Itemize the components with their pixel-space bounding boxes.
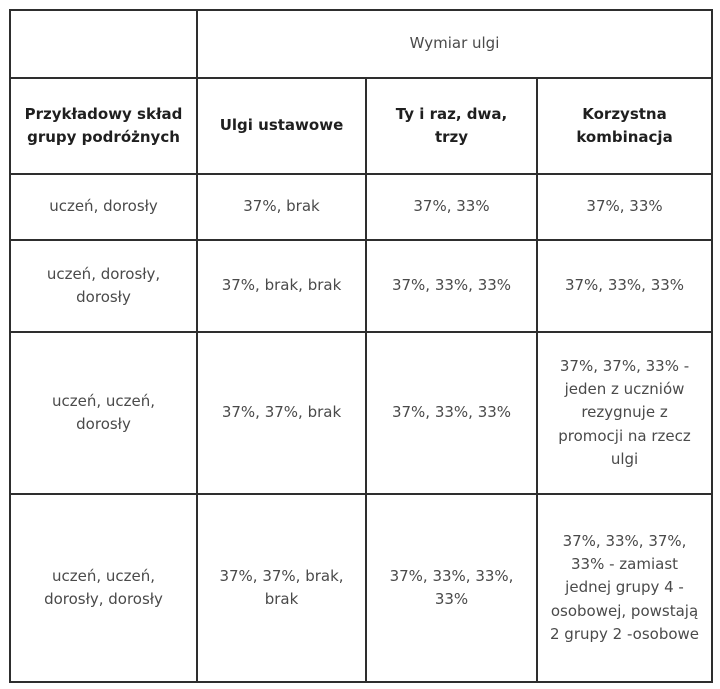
discount-comparison-table: Wymiar ulgi Przykładowy skład grupy podr… <box>9 9 714 683</box>
table-cell-group: uczeń, uczeń, dorosły <box>9 331 198 495</box>
table-cell-promo: 37%, 33% <box>365 173 538 241</box>
table-cell-best: 37%, 33%, 37%, 33% - zamiast jednej grup… <box>535 493 714 683</box>
table-cell-best: 37%, 33% <box>535 173 714 241</box>
table-cell-best: 37%, 37%, 33% - jeden z uczniów rezygnuj… <box>535 331 714 495</box>
table-row: uczeń, dorosły 37%, brak 37%, 33% 37%, 3… <box>9 173 714 241</box>
column-header-promo-offer: Ty i raz, dwa, trzy <box>365 77 538 175</box>
table-cell-statutory: 37%, 37%, brak, brak <box>196 493 367 683</box>
column-header-statutory-discounts: Ulgi ustawowe <box>196 77 367 175</box>
column-header-group-composition: Przykładowy skład grupy podróżnych <box>9 77 198 175</box>
table-row: uczeń, uczeń, dorosły 37%, 37%, brak 37%… <box>9 331 714 495</box>
empty-corner-cell <box>9 9 198 79</box>
column-header-best-combination: Korzystna kombinacja <box>535 77 714 175</box>
table-cell-group: uczeń, dorosły <box>9 173 198 241</box>
table-cell-promo: 37%, 33%, 33% <box>365 239 538 333</box>
table-cell-promo: 37%, 33%, 33%, 33% <box>365 493 538 683</box>
table-row: uczeń, dorosły, dorosły 37%, brak, brak … <box>9 239 714 333</box>
table-cell-statutory: 37%, brak <box>196 173 367 241</box>
table-cell-promo: 37%, 33%, 33% <box>365 331 538 495</box>
table-top-header: Wymiar ulgi <box>195 9 714 79</box>
table-cell-best: 37%, 33%, 33% <box>535 239 714 333</box>
table-cell-group: uczeń, dorosły, dorosły <box>9 239 198 333</box>
table-cell-group: uczeń, uczeń, dorosły, dorosły <box>9 493 198 683</box>
table-cell-statutory: 37%, 37%, brak <box>196 331 367 495</box>
table-row: uczeń, uczeń, dorosły, dorosły 37%, 37%,… <box>9 493 714 683</box>
table-cell-statutory: 37%, brak, brak <box>196 239 367 333</box>
